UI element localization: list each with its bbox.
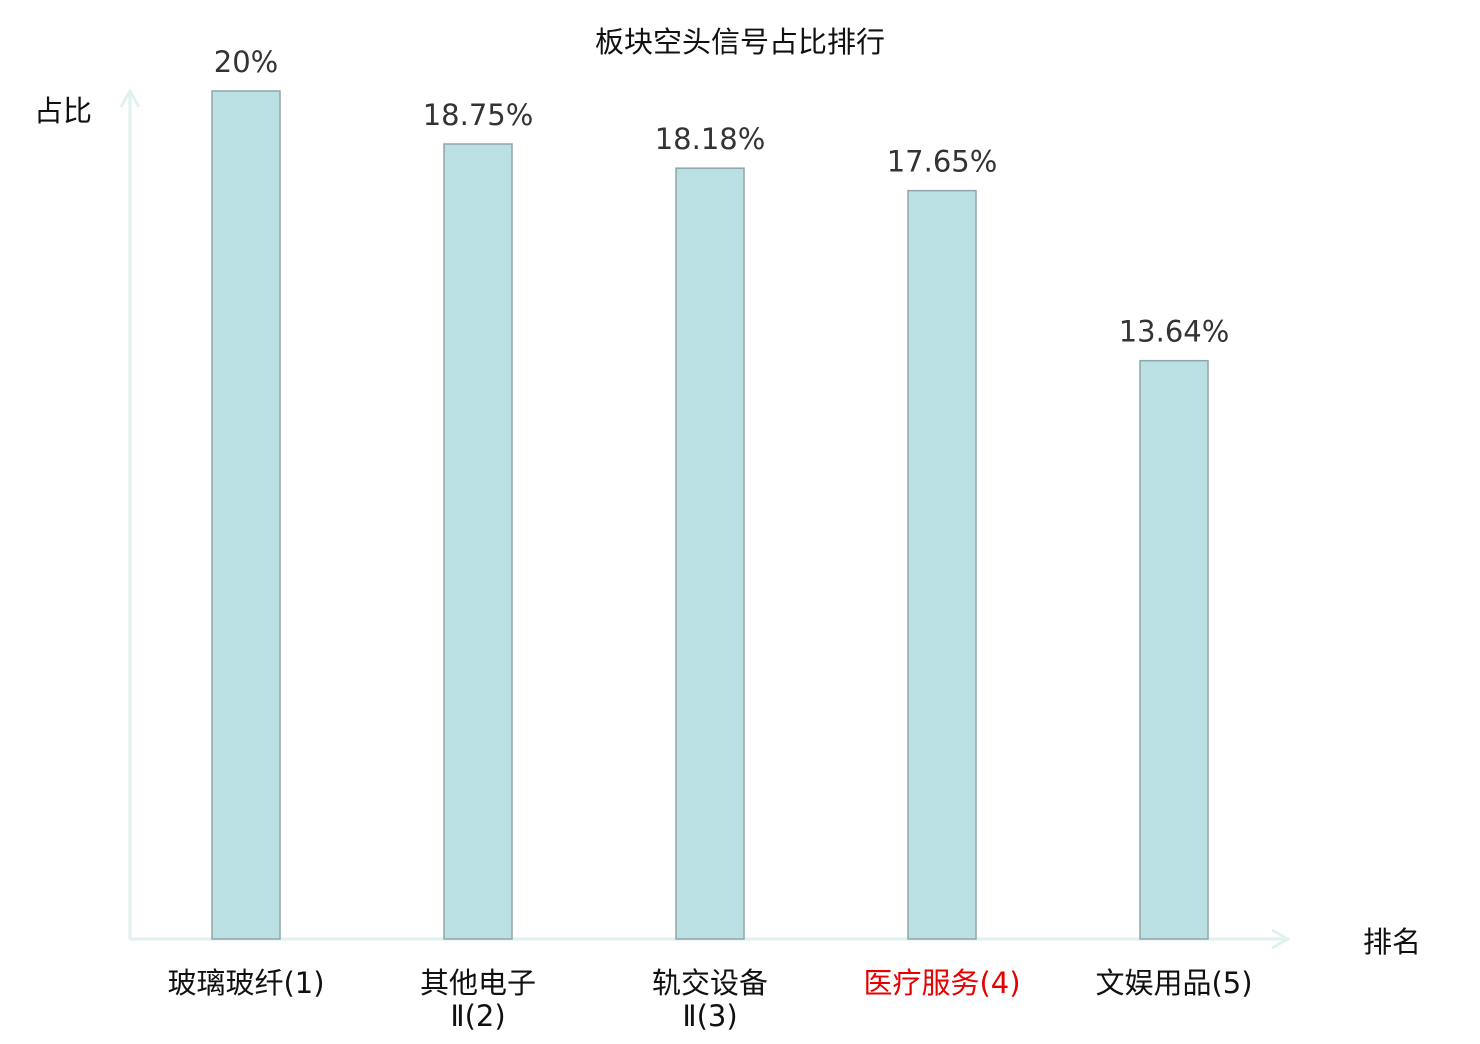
bar	[1139, 359, 1209, 940]
x-tick-label: 玻璃玻纤(1)	[167, 966, 324, 1000]
chart-title: 板块空头信号占比排行	[595, 25, 885, 59]
y-axis-label: 占比	[34, 94, 92, 128]
data-label: 18.18%	[655, 122, 766, 156]
bar	[907, 189, 977, 940]
bar	[443, 143, 513, 940]
x-tick-label: 轨交设备 Ⅱ(3)	[652, 966, 768, 1033]
x-axis-arrow-icon	[1271, 928, 1292, 950]
x-tick-label: 文娱用品(5)	[1095, 966, 1252, 1000]
x-tick-label: 其他电子 Ⅱ(2)	[420, 966, 536, 1033]
data-label: 20%	[214, 45, 278, 79]
y-axis-arrow-icon	[119, 87, 141, 108]
data-label: 18.75%	[423, 98, 534, 132]
bar	[675, 167, 745, 940]
data-label: 13.64%	[1119, 315, 1230, 349]
bars: 20% 玻璃玻纤(1) 18.75% 其他电子 Ⅱ(2) 18.18% 轨交设备 Ⅱ(3) 17…	[167, 45, 1252, 1033]
x-axis-label: 排名	[1363, 925, 1421, 959]
bar	[211, 90, 281, 940]
data-label: 17.65%	[887, 145, 998, 179]
x-tick-label: 医疗服务(4)	[863, 966, 1020, 1000]
